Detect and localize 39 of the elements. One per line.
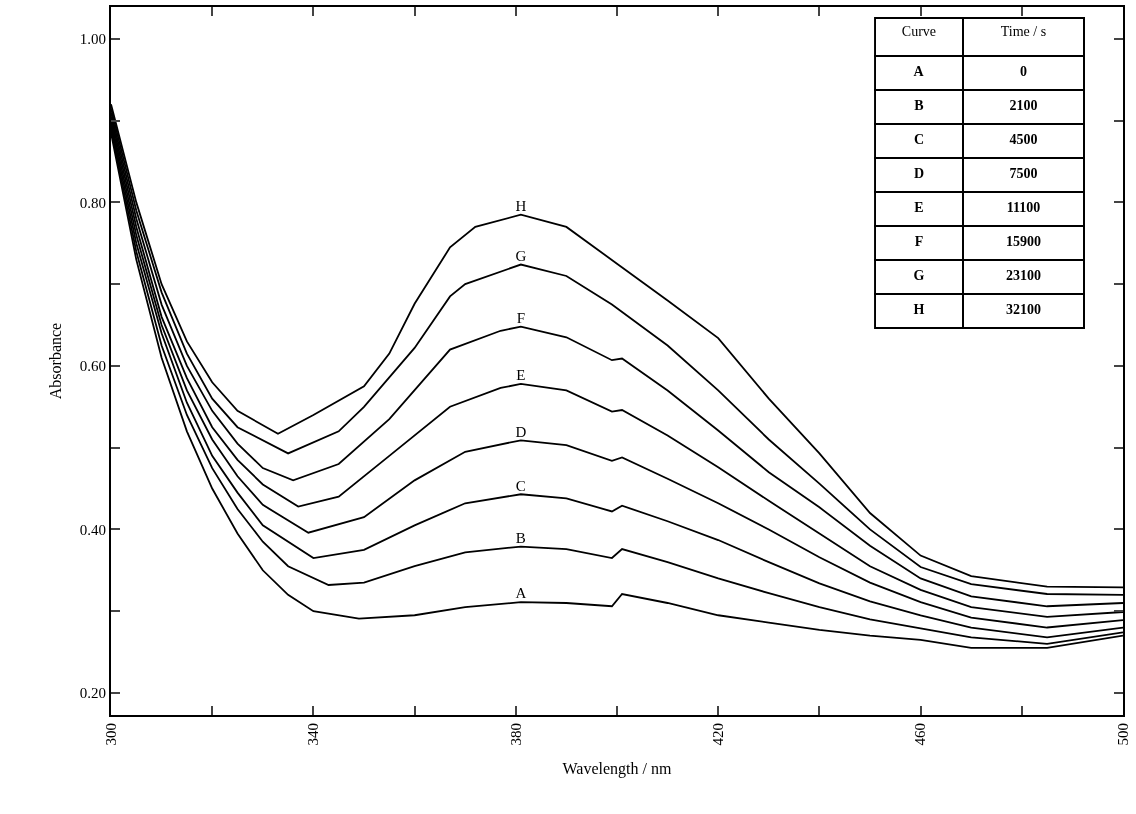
annotation: 4500	[1009, 131, 1038, 147]
series-label: C	[515, 477, 526, 494]
annotation: E	[914, 199, 924, 215]
y-axis-title: Absorbance	[47, 322, 65, 400]
annotation: 2100	[1009, 97, 1038, 113]
series-label: D	[515, 423, 527, 440]
y-tick-label: 0.20	[79, 685, 106, 702]
annotation: 11100	[1006, 199, 1041, 215]
annotation: B	[914, 97, 924, 113]
annotation: A	[913, 63, 925, 79]
annotation: 32100	[1005, 301, 1041, 317]
annotation: H	[913, 301, 925, 317]
annotation: C	[913, 131, 925, 147]
annotation: 0	[1019, 63, 1027, 79]
y-tick-label: 1.00	[79, 31, 106, 48]
x-tick-label: 340	[305, 723, 322, 746]
annotation: D	[913, 165, 925, 181]
x-tick-label: 460	[912, 723, 929, 746]
annotation: F	[914, 233, 924, 249]
series-label: G	[515, 247, 527, 264]
y-tick-label: 0.60	[79, 358, 106, 375]
annotation: 15900	[1005, 233, 1041, 249]
x-tick-label: 420	[710, 723, 727, 746]
annotation: Curve	[901, 24, 937, 40]
series-label: B	[515, 529, 526, 546]
series-label: F	[516, 309, 526, 326]
y-tick-label: 0.80	[79, 194, 106, 211]
annotation: G	[913, 267, 925, 283]
x-tick-label: 380	[507, 723, 524, 746]
x-tick-label: 500	[1114, 723, 1131, 746]
series-label: E	[516, 367, 526, 384]
y-tick-label: 0.40	[79, 521, 106, 538]
annotation: Time / s	[1000, 24, 1047, 40]
x-axis-title: Wavelength / nm	[562, 759, 673, 778]
series-label: H	[515, 197, 527, 214]
series-label: A	[515, 585, 527, 602]
x-tick-label: 300	[102, 723, 119, 746]
annotation: 7500	[1009, 165, 1038, 181]
annotation: 23100	[1005, 267, 1041, 283]
